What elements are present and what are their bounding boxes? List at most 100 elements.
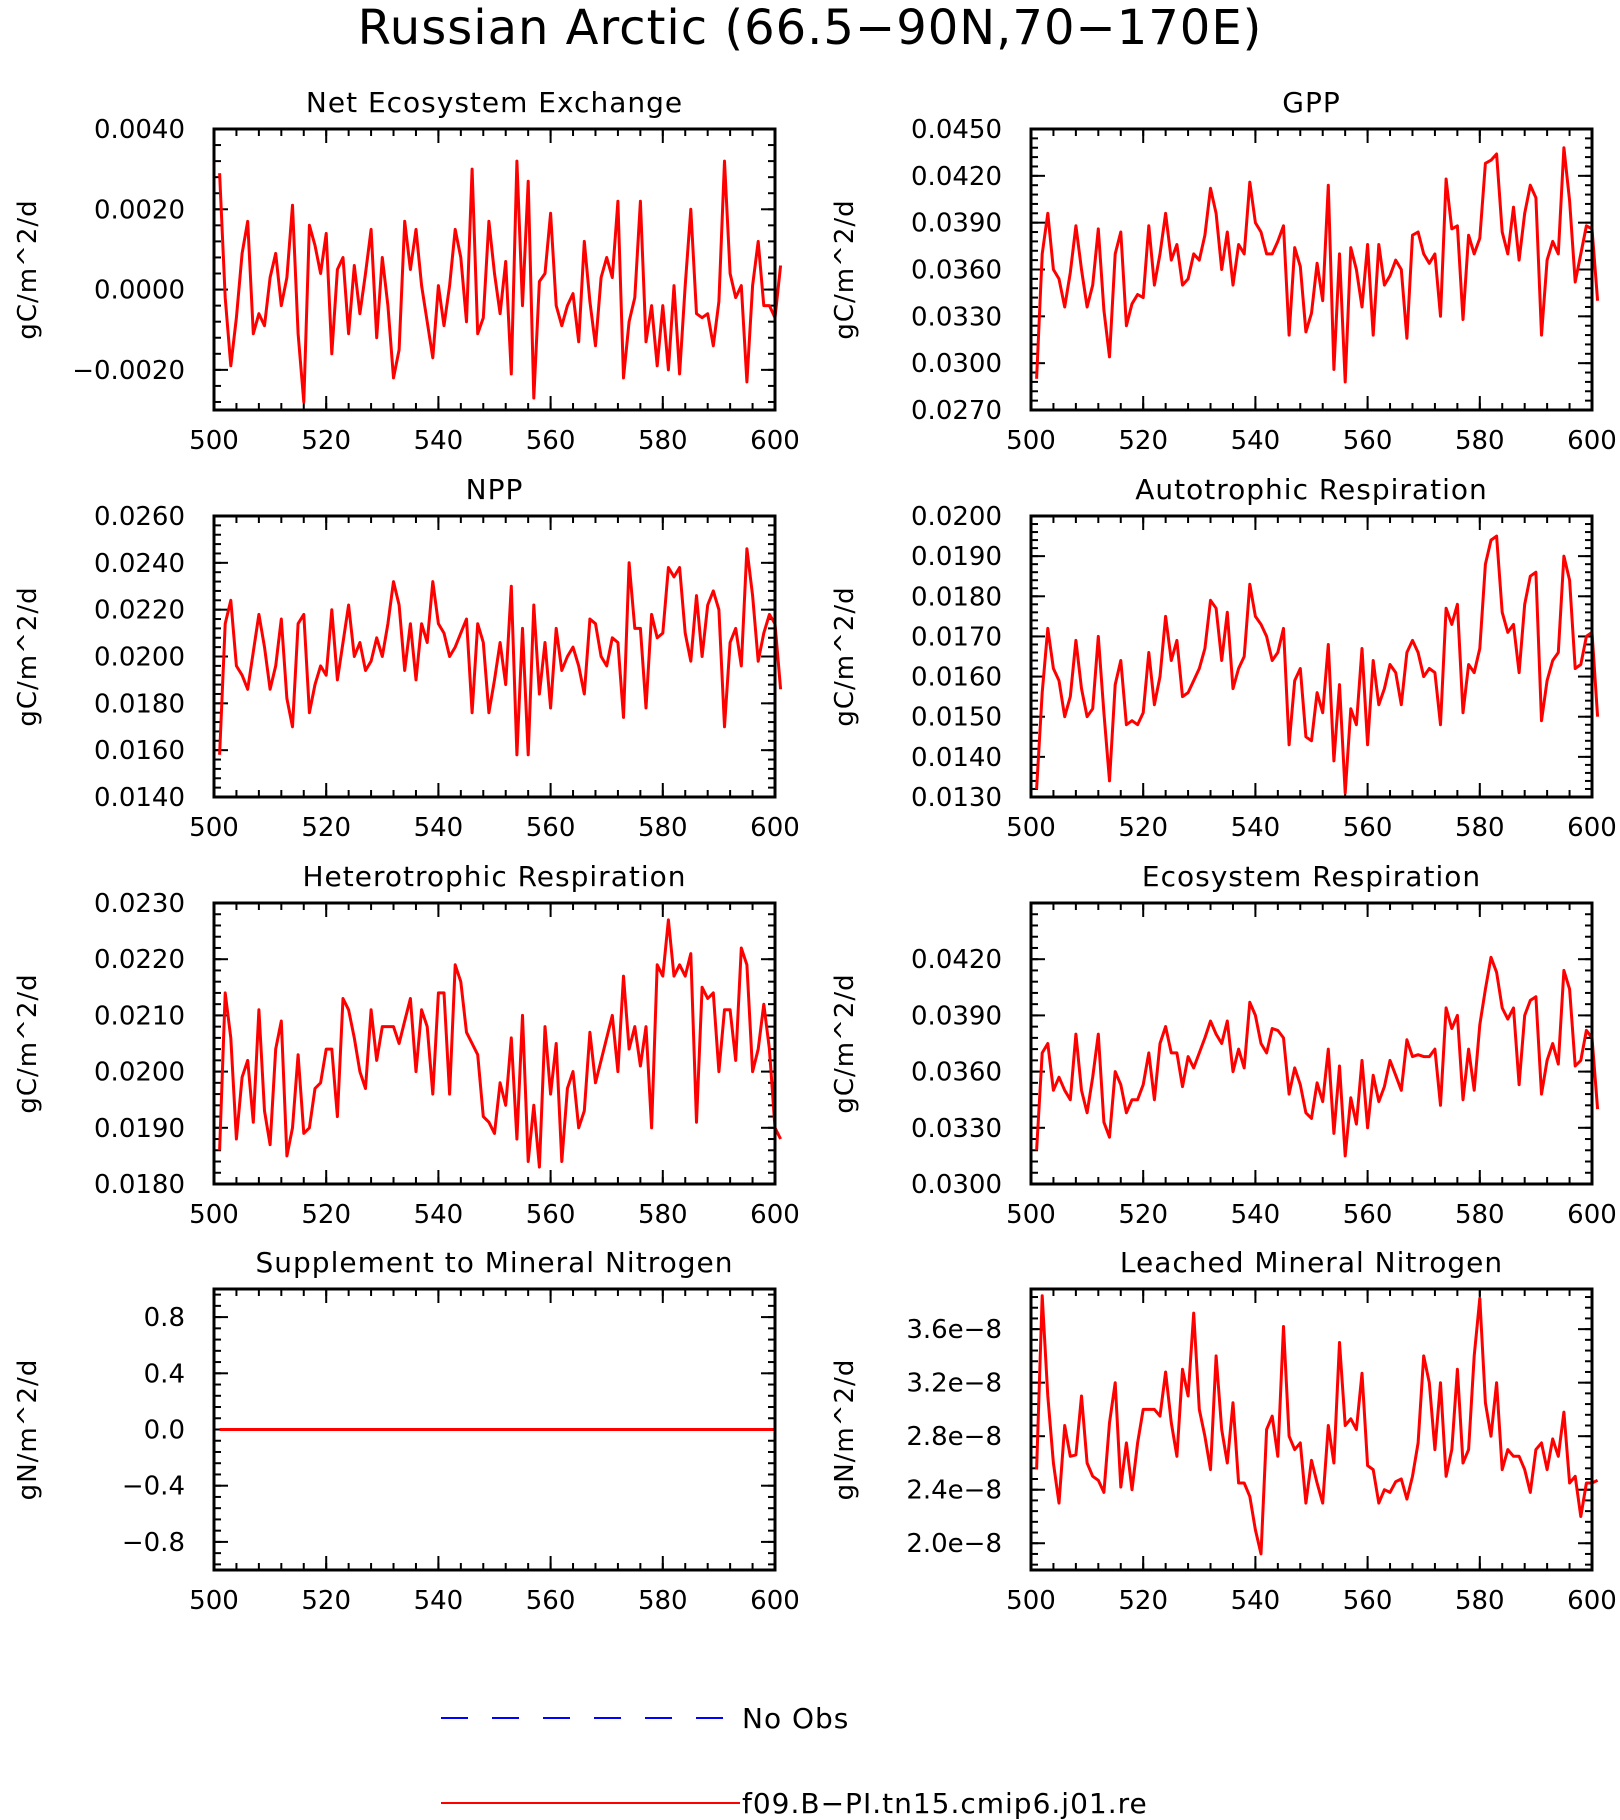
y-axis-label: gC/m^2/d	[830, 586, 860, 726]
x-tick-label: 500	[189, 1586, 239, 1616]
y-axis-label: gC/m^2/d	[13, 199, 43, 339]
x-tick-label: 520	[301, 813, 351, 843]
y-axis-label: gN/m^2/d	[13, 1359, 43, 1501]
y-tick-label: 0.0190	[94, 1114, 185, 1144]
x-tick-label: 540	[414, 1586, 464, 1616]
y-tick-label: 0.0360	[911, 1058, 1002, 1088]
y-tick-label: −0.4	[122, 1472, 185, 1502]
y-tick-label: 0.0300	[911, 1170, 1002, 1200]
series-line	[218, 918, 782, 1169]
panel-title: Net Ecosystem Exchange	[306, 86, 683, 119]
panel-title: Autotrophic Respiration	[1135, 473, 1487, 506]
x-tick-label: 520	[301, 1200, 351, 1230]
x-tick-label: 580	[1455, 1200, 1505, 1230]
x-tick-label: 540	[1231, 813, 1281, 843]
plot-frame	[1029, 514, 1594, 799]
y-tick-label: −0.8	[122, 1528, 185, 1558]
y-tick-label: 0.0360	[911, 256, 1002, 286]
x-tick-label: 580	[638, 1200, 688, 1230]
y-tick-label: 0.0130	[911, 783, 1002, 813]
y-tick-label: 0.0150	[911, 703, 1002, 733]
y-tick-label: 2.8e−8	[906, 1422, 1002, 1452]
plot-frame	[212, 127, 777, 412]
y-tick-label: 0.0040	[94, 115, 185, 145]
x-tick-label: 540	[1231, 426, 1281, 456]
x-tick-label: 600	[750, 813, 800, 843]
x-tick-label: 540	[1231, 1586, 1281, 1616]
series-line	[218, 159, 783, 404]
series-line	[1035, 955, 1600, 1158]
y-tick-label: 0.0140	[94, 783, 185, 813]
legend: No Obs f09.B−PI.tn15.cmip6.j01.re	[441, 1702, 1147, 1820]
panel-title: Heterotrophic Respiration	[303, 860, 687, 893]
y-tick-label: 0.0180	[94, 689, 185, 719]
y-axis-label: gC/m^2/d	[830, 973, 860, 1113]
y-tick-label: 0.0180	[911, 582, 1002, 612]
y-tick-label: 2.4e−8	[906, 1476, 1002, 1506]
y-tick-label: 0.0210	[94, 1001, 185, 1031]
y-tick-label: 0.0330	[911, 1114, 1002, 1144]
y-tick-label: 3.2e−8	[906, 1369, 1002, 1399]
panel-autotrophic-respiration: Autotrophic Respiration gC/m^2/d 500 520 540…	[830, 473, 1617, 843]
x-tick-label: 560	[1343, 1200, 1393, 1230]
y-tick-label: 0.0020	[94, 195, 185, 225]
x-tick-label: 560	[526, 426, 576, 456]
panel-gpp: GPP gC/m^2/d 500 520 540 560 580 600 0.0270 0.030…	[830, 86, 1617, 456]
y-tick-label: 0.0420	[911, 945, 1002, 975]
y-axis-label: gC/m^2/d	[13, 586, 43, 726]
x-tick-label: 560	[526, 1586, 576, 1616]
x-tick-label: 520	[1118, 426, 1168, 456]
x-tick-label: 540	[414, 1200, 464, 1230]
x-tick-label: 580	[638, 1586, 688, 1616]
y-tick-label: 0.0300	[911, 349, 1002, 379]
x-tick-label: 520	[301, 426, 351, 456]
x-tick-label: 540	[414, 426, 464, 456]
x-tick-label: 520	[301, 1586, 351, 1616]
series-line	[1035, 146, 1600, 384]
y-tick-label: 0.0390	[911, 209, 1002, 239]
panels: Net Ecosystem Exchange gC/m^2/d 500 520 540 5…	[13, 86, 1617, 1616]
x-tick-label: 520	[1118, 1200, 1168, 1230]
plot-frame	[1029, 901, 1594, 1186]
panel-title: Leached Mineral Nitrogen	[1120, 1246, 1503, 1279]
y-tick-label: 0.0420	[911, 162, 1002, 192]
y-tick-label: 0.0200	[94, 643, 185, 673]
plot-frame	[212, 901, 777, 1186]
x-tick-label: 520	[1118, 813, 1168, 843]
y-tick-label: 3.6e−8	[906, 1315, 1002, 1345]
plot-frame	[1029, 1287, 1594, 1572]
panel-supplement-to-mineral-nitrogen: Supplement to Mineral Nitrogen gN/m^2/d 50…	[13, 1246, 800, 1616]
x-tick-label: 500	[1006, 1586, 1056, 1616]
panel-title: GPP	[1282, 86, 1340, 119]
y-tick-label: −0.0020	[72, 356, 185, 386]
x-tick-label: 600	[1567, 813, 1617, 843]
panel-title: Supplement to Mineral Nitrogen	[256, 1246, 734, 1279]
panel-net-ecosystem-exchange: Net Ecosystem Exchange gC/m^2/d 500 520 540 5…	[13, 86, 800, 456]
x-tick-label: 580	[1455, 1586, 1505, 1616]
x-tick-label: 520	[1118, 1586, 1168, 1616]
figure-title: Russian Arctic (66.5−90N,70−170E)	[358, 0, 1263, 56]
y-tick-label: 0.0260	[94, 502, 185, 532]
x-tick-label: 560	[1343, 1586, 1393, 1616]
panel-heterotrophic-respiration: Heterotrophic Respiration gC/m^2/d 500 520 5…	[13, 860, 800, 1230]
y-tick-label: 0.0180	[94, 1170, 185, 1200]
x-tick-label: 500	[189, 426, 239, 456]
panel-title: NPP	[466, 473, 524, 506]
y-tick-label: 0.0160	[911, 663, 1002, 693]
legend-label-no-obs: No Obs	[742, 1702, 849, 1735]
series-line	[218, 547, 783, 757]
x-tick-label: 600	[750, 1586, 800, 1616]
series-line	[1035, 534, 1600, 795]
y-tick-label: 0.8	[144, 1303, 185, 1333]
y-axis-label: gN/m^2/d	[830, 1359, 860, 1501]
x-tick-label: 580	[638, 426, 688, 456]
plot-frame	[212, 514, 777, 799]
y-tick-label: 0.0240	[94, 549, 185, 579]
x-tick-label: 500	[189, 1200, 239, 1230]
y-tick-label: 2.0e−8	[906, 1529, 1002, 1559]
x-tick-label: 540	[1231, 1200, 1281, 1230]
x-tick-label: 600	[1567, 426, 1617, 456]
series-line	[1035, 1294, 1599, 1556]
y-tick-label: 0.0140	[911, 743, 1002, 773]
y-tick-label: 0.0200	[94, 1058, 185, 1088]
